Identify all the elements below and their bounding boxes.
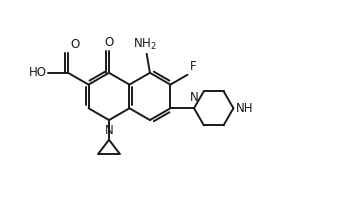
Text: O: O	[104, 36, 113, 49]
Text: O: O	[71, 39, 80, 52]
Text: N: N	[190, 91, 198, 104]
Text: N: N	[104, 124, 113, 137]
Text: NH$_2$: NH$_2$	[133, 37, 157, 52]
Text: NH: NH	[236, 102, 254, 115]
Text: F: F	[190, 60, 197, 73]
Text: HO: HO	[29, 66, 47, 79]
